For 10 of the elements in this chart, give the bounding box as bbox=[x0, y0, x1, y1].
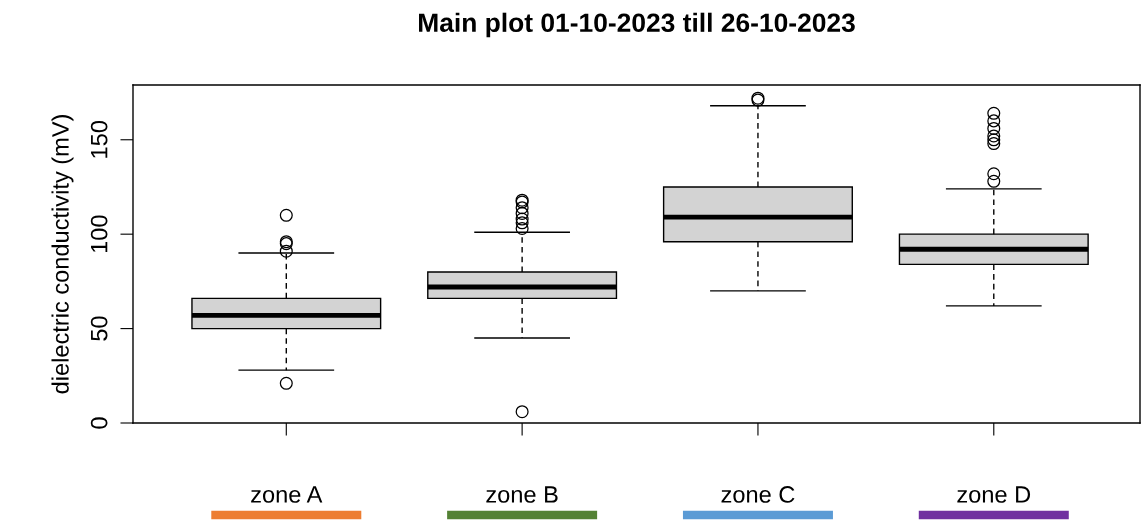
y-tick-label: 150 bbox=[90, 120, 108, 158]
chart-title: Main plot 01-10-2023 till 26-10-2023 bbox=[419, 12, 855, 38]
x-tick-label: zone C bbox=[721, 486, 795, 503]
x-tick-label: zone B bbox=[486, 486, 558, 503]
x-tick-label: zone A bbox=[251, 486, 323, 503]
y-tick-label: 0 bbox=[90, 417, 108, 429]
y-tick-label: 100 bbox=[90, 215, 108, 253]
y-tick-label: 50 bbox=[90, 316, 108, 341]
y-axis-title: dielectric conductivity (mV) bbox=[51, 115, 74, 394]
x-tick-label: zone D bbox=[957, 486, 1031, 503]
